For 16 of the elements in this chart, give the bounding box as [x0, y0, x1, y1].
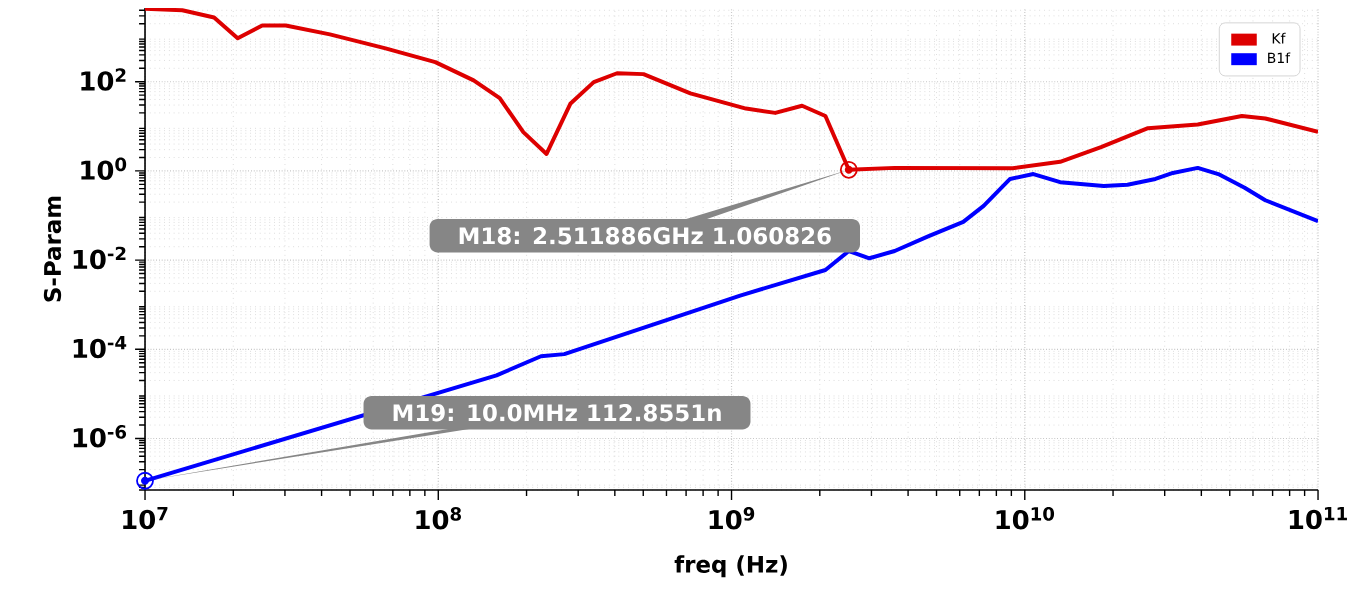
y-tick-label: 10$^{-4}$ — [73, 335, 127, 359]
legend-label: Kf — [1272, 32, 1286, 44]
legend-label: B1f — [1268, 52, 1291, 63]
annotation: M19: 10.0MHz 112.8551n — [393, 404, 721, 422]
x-axis-title: freq (Hz) — [674, 555, 787, 578]
x-tick-label: 10$^{11}$ — [1289, 506, 1347, 530]
annotation: M18: 2.511886GHz 1.060826 — [459, 227, 831, 245]
y-tick-label: 10$^{2}$ — [81, 68, 126, 91]
x-tick-label: 10$^{10}$ — [996, 507, 1055, 530]
y-tick-label: 10$^{-2}$ — [73, 246, 126, 270]
x-tick-label: 10$^{8}$ — [416, 507, 461, 530]
x-tick-label: 10$^{7}$ — [123, 506, 168, 530]
y-tick-label: 10$^{0}$ — [81, 157, 127, 180]
y-tick-label: 10$^{-6}$ — [73, 425, 127, 448]
y-axis-title: S-Param — [43, 196, 62, 302]
x-tick-label: 10$^{9}$ — [709, 506, 755, 530]
